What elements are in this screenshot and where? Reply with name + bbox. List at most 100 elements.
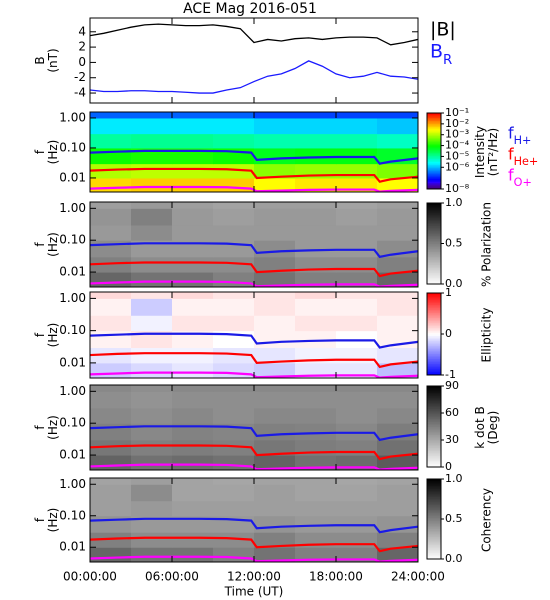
colorbar-step — [427, 233, 441, 236]
y-axis-label: (Hz) — [46, 415, 60, 440]
colorbar-step — [427, 387, 441, 390]
heatmap-cell — [90, 455, 132, 470]
heatmap-cell — [172, 133, 214, 149]
colorbar-step — [427, 120, 441, 123]
colorbar-step — [427, 282, 441, 285]
colorbar-step — [427, 261, 441, 264]
heatmap-cell — [213, 362, 255, 378]
colorbar-step — [427, 294, 441, 297]
heatmap-cell — [336, 315, 378, 332]
colorbar-step — [427, 511, 441, 513]
colorbar-step — [427, 520, 441, 523]
colorbar-step — [427, 547, 441, 550]
y-tick-label: 0.10 — [59, 416, 86, 430]
colorbar-step — [427, 421, 441, 424]
colorbar-step — [427, 248, 441, 251]
heatmap-cell — [213, 202, 255, 209]
colorbar-frame — [426, 112, 442, 190]
heatmap-cell — [213, 256, 255, 273]
colorbar-label: k dot B — [473, 406, 487, 448]
heatmap-cell — [336, 117, 378, 135]
colorbar-step — [427, 525, 441, 528]
series-line — [90, 280, 418, 287]
heatmap-cell — [90, 515, 132, 533]
colorbar-step — [427, 301, 441, 304]
colorbar-step — [427, 207, 441, 210]
heatmap-cell — [213, 163, 255, 179]
colorbar-step — [427, 498, 441, 501]
colorbar-step — [427, 429, 441, 432]
heatmap-cell — [172, 163, 214, 179]
panel — [90, 292, 418, 378]
colorbar-step — [427, 228, 441, 231]
heatmap-cell — [254, 208, 296, 226]
heatmap-cell — [90, 240, 132, 258]
heatmap-cell — [336, 224, 378, 241]
colorbar-step — [427, 176, 441, 179]
colorbar-step — [427, 184, 441, 187]
colorbar-step — [427, 392, 441, 395]
colorbar-step — [427, 325, 441, 328]
colorbar-step — [427, 119, 441, 121]
colorbar-step — [427, 146, 441, 149]
series-line — [90, 23, 418, 46]
y-axis-label: (Hz) — [46, 508, 60, 533]
y-tick-label: 0.01 — [59, 170, 86, 184]
legend-label: fHe+ — [508, 145, 538, 168]
heatmap-cell — [254, 500, 296, 517]
colorbar-step — [427, 431, 441, 434]
colorbar-step — [427, 304, 441, 307]
heatmap-cell — [131, 224, 173, 241]
heatmap-cell — [295, 455, 337, 470]
heatmap-cell — [131, 256, 173, 273]
colorbar-label: Ellipticity — [480, 308, 494, 363]
colorbar-step — [427, 258, 441, 261]
colorbar-step — [427, 549, 441, 552]
colorbar-step — [427, 212, 441, 215]
series-line — [90, 352, 418, 369]
heatmap-cell — [90, 224, 132, 241]
colorbar-step — [427, 465, 441, 468]
heatmap-cell — [90, 423, 132, 441]
colorbar-step — [427, 450, 441, 453]
heatmap-cell — [131, 347, 173, 364]
colorbar-step — [427, 179, 441, 182]
y-tick-label: 4 — [78, 24, 86, 38]
heatmap-cell — [172, 347, 214, 364]
heatmap-cell — [90, 484, 132, 502]
colorbar-step — [427, 370, 441, 373]
colorbar-step — [427, 219, 441, 222]
colorbar-step — [427, 337, 441, 340]
heatmap-cell — [336, 391, 378, 409]
colorbar-tick-label: 10⁻³ — [445, 128, 469, 141]
y-tick-label: 1.00 — [59, 291, 86, 305]
heatmap-cell — [254, 385, 296, 392]
colorbar-step — [427, 172, 441, 175]
colorbar-step — [427, 424, 441, 427]
heatmap-cell — [377, 455, 418, 470]
colorbar-step — [427, 332, 441, 335]
colorbar-step — [427, 350, 441, 353]
y-axis-label: f — [33, 149, 47, 154]
heatmap-cell — [254, 391, 296, 409]
colorbar-step — [427, 449, 441, 452]
heatmap-cell — [213, 532, 255, 548]
x-tick-label: 12:00:00 — [227, 570, 281, 584]
colorbar-step — [427, 163, 441, 166]
heatmap-cell — [336, 362, 378, 378]
heatmap-cell — [254, 455, 296, 470]
colorbar-step — [427, 541, 441, 544]
colorbar-step — [427, 320, 441, 323]
colorbar-step — [427, 432, 441, 435]
colorbar-tick-label: 0 — [445, 460, 452, 473]
colorbar-step — [427, 209, 441, 212]
heatmap-cell — [295, 292, 337, 299]
colorbar-step — [427, 222, 441, 225]
heatmap-cell — [131, 315, 173, 332]
heatmap-cell — [295, 385, 337, 392]
colorbar-step — [427, 509, 441, 512]
colorbar-step — [427, 143, 441, 146]
colorbar-step — [427, 528, 441, 531]
colorbar-tick-label: 0.0 — [445, 552, 463, 565]
colorbar-step — [427, 499, 441, 502]
